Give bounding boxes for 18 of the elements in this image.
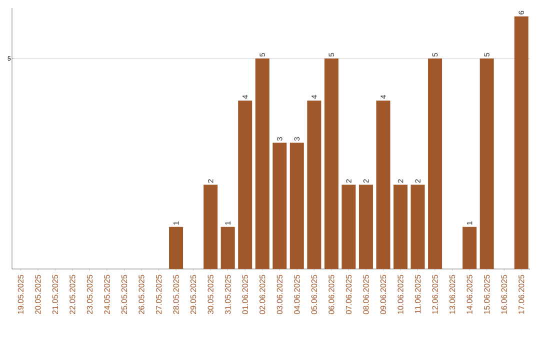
bar [376,100,390,269]
bar [394,184,408,269]
bar [204,184,218,269]
bar [220,226,235,269]
bar [428,58,442,269]
bar [272,142,287,269]
bar [169,226,184,269]
bar [342,184,356,269]
bar [238,100,252,269]
bar [307,100,322,269]
bar [255,58,270,269]
bar [290,142,304,269]
bar [514,16,528,269]
bar [324,58,338,269]
bar [410,184,425,269]
bar [358,184,373,269]
bar [462,226,477,269]
bar [480,58,494,269]
